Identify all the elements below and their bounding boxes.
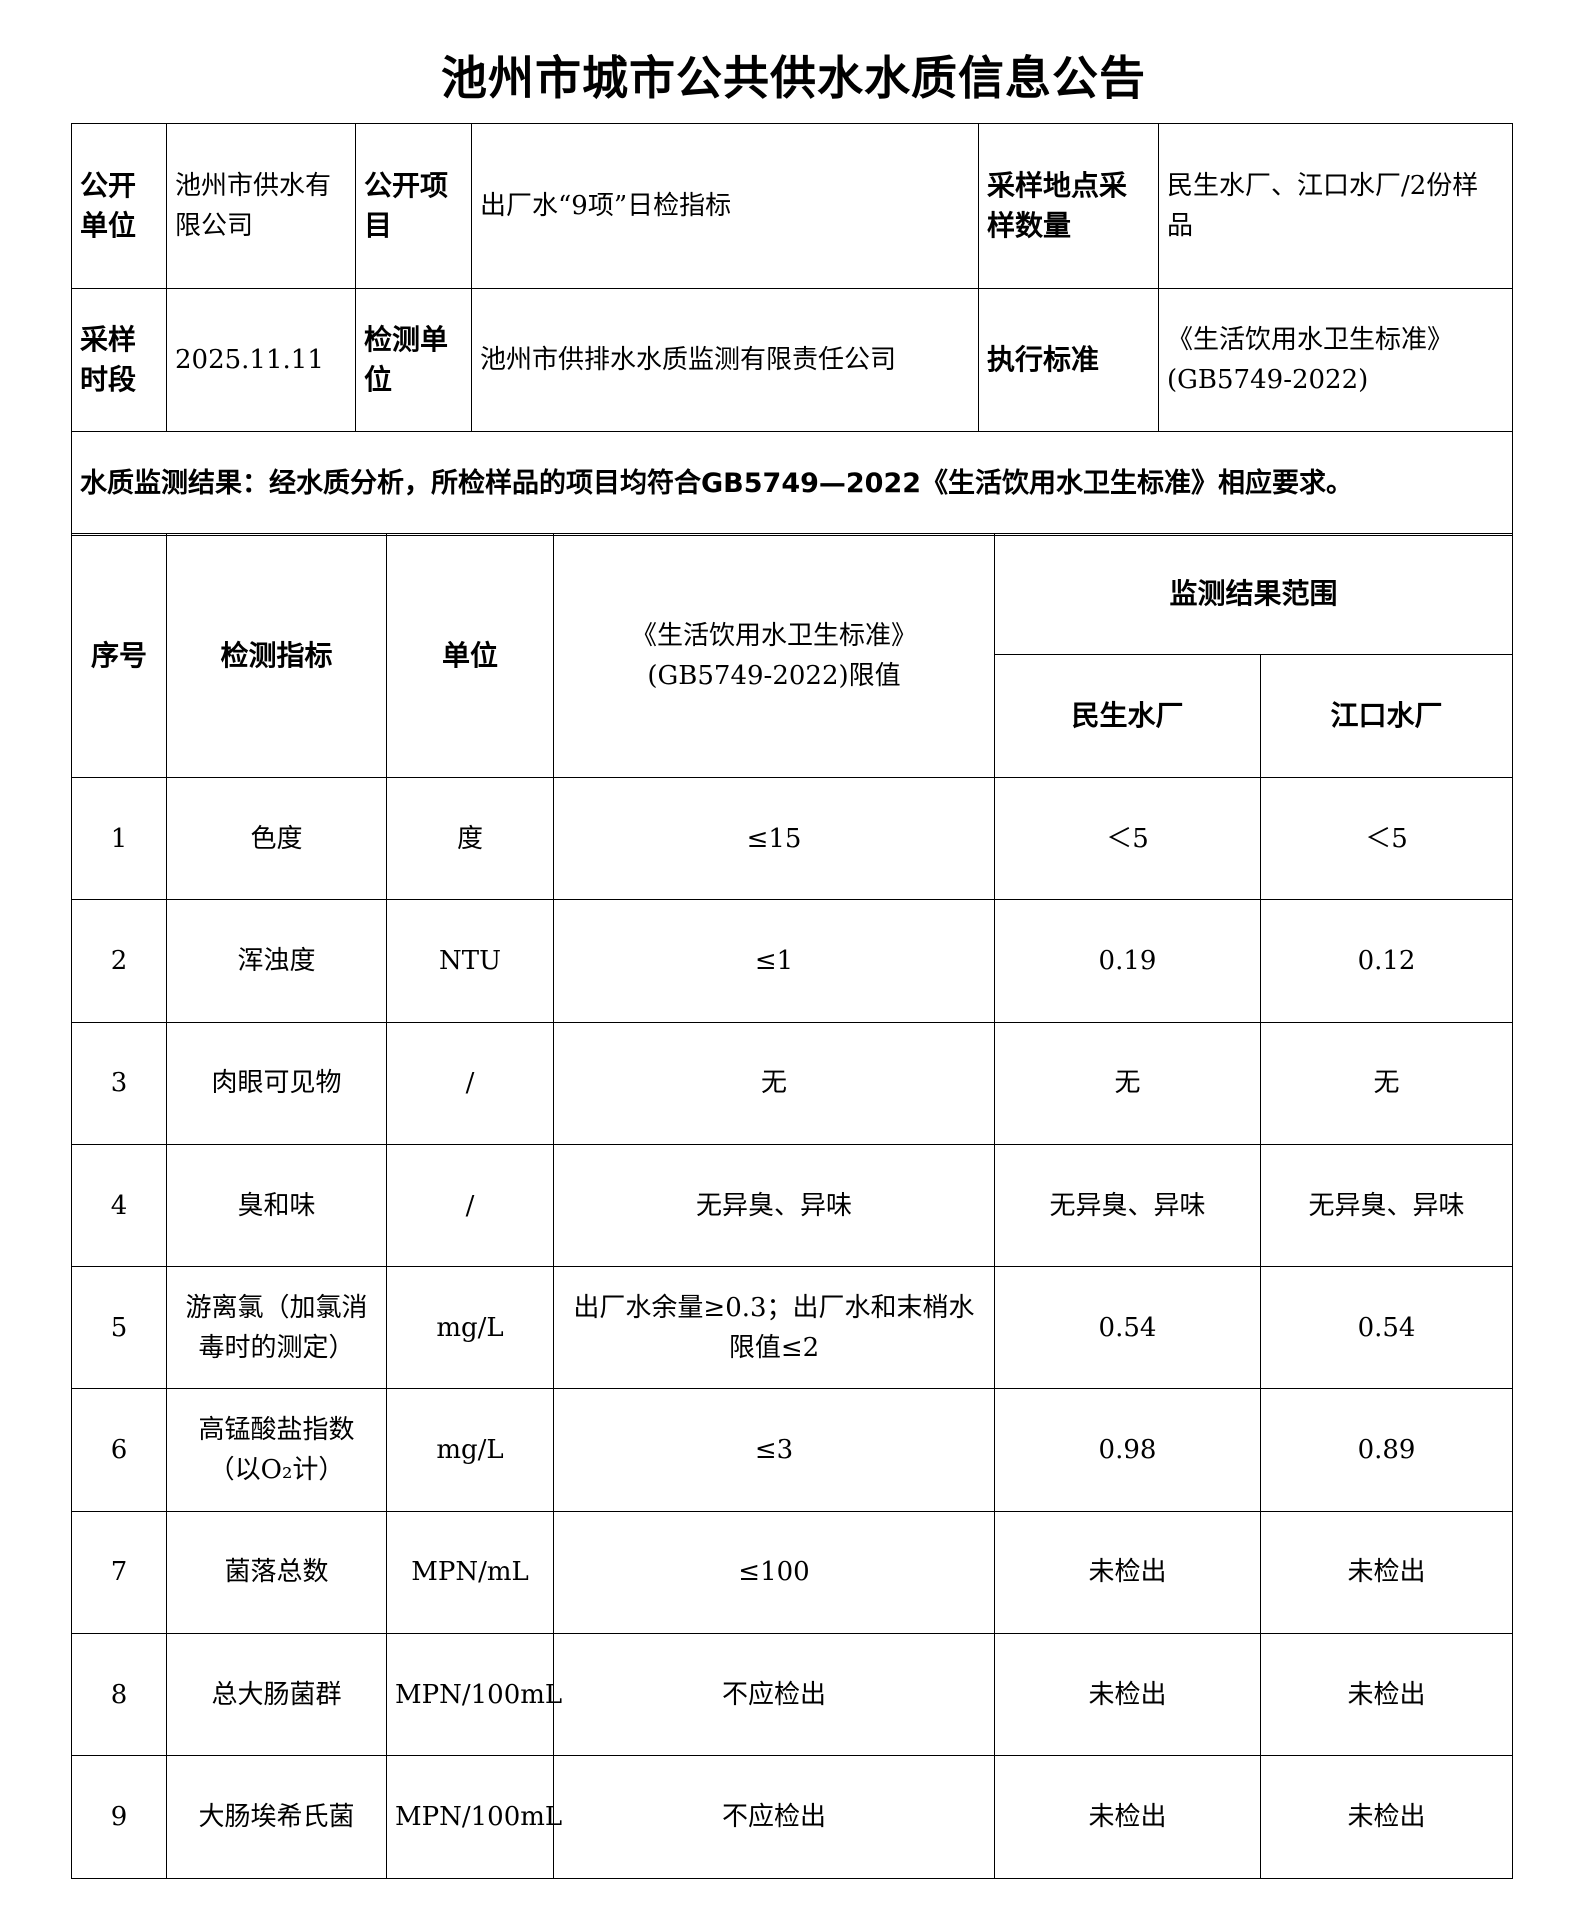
item-value: 出厂水“9项”日检指标 [471, 123, 979, 289]
lab-value: 池州市供排水水质监测有限责任公司 [471, 288, 979, 432]
cell-no: 8 [71, 1633, 167, 1757]
cell-unit: 度 [386, 776, 554, 901]
cell-no: 2 [71, 899, 167, 1023]
table-row: 9 大肠埃希氏菌 MPN/100mL 不应检出 未检出 未检出 [71, 1755, 1514, 1879]
cell-jiangkou: 无 [1259, 1021, 1514, 1145]
table-row: 7 菌落总数 MPN/mL ≤100 未检出 未检出 [71, 1510, 1514, 1635]
cell-indicator: 浑浊度 [166, 899, 387, 1023]
cell-minsheng: 0.98 [994, 1388, 1261, 1512]
period-value: 2025.11.11 [166, 288, 356, 432]
cell-jiangkou: 未检出 [1259, 1510, 1514, 1635]
cell-jiangkou: 0.12 [1259, 899, 1514, 1023]
table-row: 4 臭和味 / 无异臭、异味 无异臭、异味 无异臭、异味 [71, 1143, 1514, 1268]
cell-minsheng: 无异臭、异味 [994, 1143, 1261, 1268]
cell-unit: / [386, 1143, 554, 1268]
cell-jiangkou: 0.54 [1259, 1266, 1514, 1390]
cell-limit: 无异臭、异味 [553, 1143, 995, 1268]
cell-limit: ≤1 [553, 899, 995, 1023]
table-row: 1 色度度 ≤15 ＜5 ＜5 [71, 776, 1514, 901]
publisher-label: 公开单位 [71, 123, 167, 289]
cell-indicator: 高锰酸盐指数（以O₂计） [166, 1388, 387, 1512]
site-label: 采样地点采样数量 [978, 123, 1159, 289]
cell-minsheng: 无 [994, 1021, 1261, 1145]
cell-no: 9 [71, 1755, 167, 1879]
cell-indicator: 总大肠菌群 [166, 1633, 387, 1757]
table-row: 2 浑浊度 NTU ≤1 0.19 0.12 [71, 899, 1514, 1023]
cell-no: 4 [71, 1143, 167, 1268]
header-plant-minsheng: 民生水厂 [994, 654, 1261, 778]
cell-limit: ≤100 [553, 1510, 995, 1635]
header-no: 序号 [71, 533, 167, 778]
cell-indicator: 肉眼可见物 [166, 1021, 387, 1145]
cell-unit: MPN/mL [386, 1510, 554, 1635]
standard-value: 《生活饮用水卫生标准》(GB5749-2022) [1158, 288, 1513, 432]
cell-jiangkou: ＜5 [1259, 776, 1514, 901]
cell-jiangkou: 无异臭、异味 [1259, 1143, 1514, 1268]
table-row: 8 总大肠菌群 MPN/100mL 不应检出 未检出 未检出 [71, 1633, 1514, 1757]
cell-jiangkou: 未检出 [1259, 1755, 1514, 1879]
cell-indicator: 臭和味 [166, 1143, 387, 1268]
cell-minsheng: 0.19 [994, 899, 1261, 1023]
item-label: 公开项目 [355, 123, 472, 289]
cell-indicator: 大肠埃希氏菌 [166, 1755, 387, 1879]
lab-label: 检测单位 [355, 288, 472, 432]
standard-label: 执行标准 [978, 288, 1159, 432]
results-table: 序号 检测指标 单位 《生活饮用水卫生标准》(GB5749-2022)限值 监测… [71, 533, 1514, 1879]
cell-indicator: 游离氯（加氯消毒时的测定） [166, 1266, 387, 1390]
cell-jiangkou: 0.89 [1259, 1388, 1514, 1512]
cell-limit: ≤15 [553, 776, 995, 901]
cell-unit: MPN/100mL [386, 1633, 562, 1757]
publisher-value: 池州市供水有限公司 [166, 123, 356, 289]
info-table: 公开单位 池州市供水有限公司 公开项目 出厂水“9项”日检指标 采样地点采样数量… [71, 123, 1513, 536]
cell-no: 5 [71, 1266, 167, 1390]
cell-unit: NTU [386, 899, 554, 1023]
cell-indicator: 菌落总数 [166, 1510, 387, 1635]
period-label: 采样时段 [71, 288, 167, 432]
cell-limit: ≤3 [553, 1388, 995, 1512]
cell-no: 7 [71, 1510, 167, 1635]
cell-minsheng: 未检出 [994, 1510, 1261, 1635]
table-row: 6 高锰酸盐指数（以O₂计） mg/L ≤3 0.98 0.89 [71, 1388, 1514, 1512]
conclusion: 水质监测结果：经水质分析，所检样品的项目均符合GB5749—2022《生活饮用水… [71, 431, 1513, 536]
page-title: 池州市城市公共供水水质信息公告 [441, 51, 1146, 105]
table-row: 3 肉眼可见物 / 无无无 [71, 1021, 1514, 1145]
cell-minsheng: 0.54 [994, 1266, 1261, 1390]
header-limit: 《生活饮用水卫生标准》(GB5749-2022)限值 [553, 533, 995, 778]
header-indicator: 检测指标 [166, 533, 387, 778]
cell-unit: mg/L [386, 1388, 554, 1512]
cell-no: 1 [71, 776, 167, 901]
cell-minsheng: ＜5 [994, 776, 1261, 901]
cell-minsheng: 未检出 [994, 1755, 1261, 1879]
cell-no: 6 [71, 1388, 167, 1512]
table-row: 5 游离氯（加氯消毒时的测定） mg/L 出厂水余量≥0.3；出厂水和末梢水限值≤2 0… [71, 1266, 1514, 1390]
cell-limit: 不应检出 [553, 1755, 995, 1879]
header-plant-jiangkou: 江口水厂 [1259, 654, 1514, 778]
cell-indicator: 色度 [166, 776, 387, 901]
cell-limit: 出厂水余量≥0.3；出厂水和末梢水限值≤2 [553, 1266, 995, 1390]
cell-limit: 无 [553, 1021, 995, 1145]
cell-unit: / [386, 1021, 554, 1145]
cell-unit: mg/L [386, 1266, 554, 1390]
header-unit: 单位 [386, 533, 554, 778]
cell-jiangkou: 未检出 [1259, 1633, 1514, 1757]
cell-unit: MPN/100mL [386, 1755, 562, 1879]
cell-minsheng: 未检出 [994, 1633, 1261, 1757]
header-range: 监测结果范围 [993, 533, 1514, 655]
site-value: 民生水厂、江口水厂/2份样品 [1158, 123, 1513, 289]
cell-no: 3 [71, 1021, 167, 1145]
cell-limit: 不应检出 [553, 1633, 995, 1757]
